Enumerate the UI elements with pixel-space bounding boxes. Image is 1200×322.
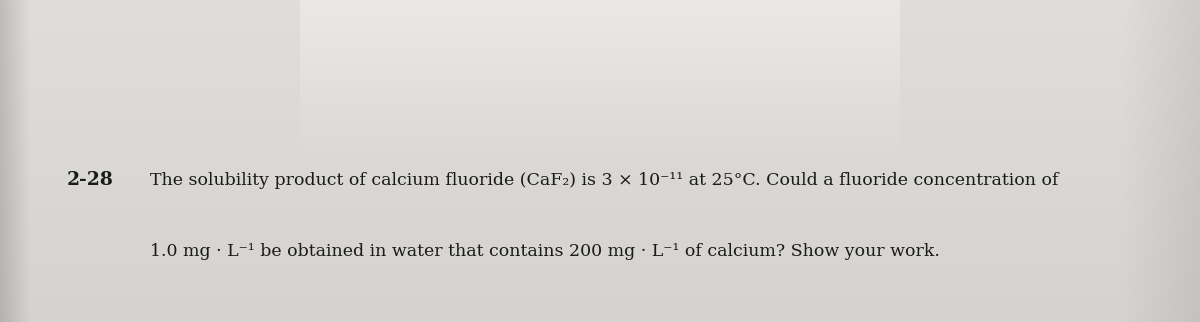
Text: 2-28: 2-28 (66, 171, 114, 189)
Text: The solubility product of calcium fluoride (CaF₂) is 3 × 10⁻¹¹ at 25°C. Could a : The solubility product of calcium fluori… (150, 172, 1058, 189)
Text: 1.0 mg · L⁻¹ be obtained in water that contains 200 mg · L⁻¹ of calcium? Show yo: 1.0 mg · L⁻¹ be obtained in water that c… (150, 243, 940, 260)
